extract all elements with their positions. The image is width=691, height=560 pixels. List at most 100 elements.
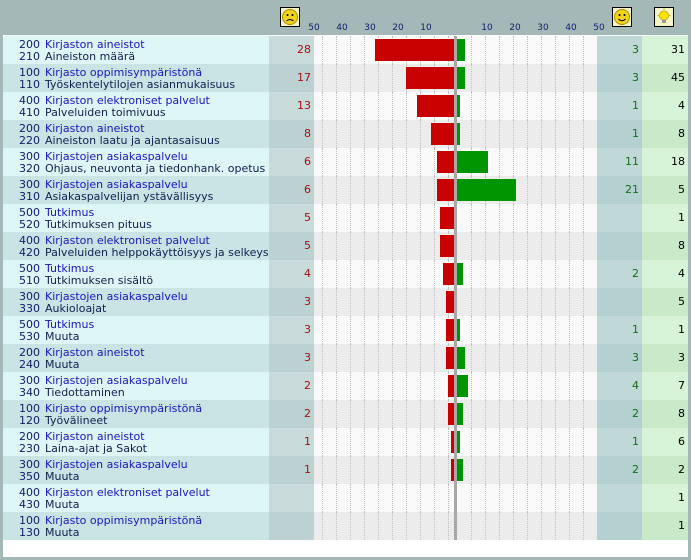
lightbulb-icon (654, 7, 674, 27)
neg-scale-label: 30 (364, 23, 376, 33)
gridline (499, 512, 501, 540)
gridline (378, 484, 380, 512)
category-link[interactable]: Tutkimus (45, 206, 95, 219)
category-link[interactable]: Kirjaston aineistot (45, 122, 145, 135)
gridline (336, 288, 338, 316)
gridline (322, 204, 324, 232)
category-link[interactable]: Kirjastojen asiakaspalvelu (45, 290, 188, 303)
gridline (392, 512, 394, 540)
category-link[interactable]: Kirjaston aineistot (45, 430, 145, 443)
category-link[interactable]: Kirjastojen asiakaspalvelu (45, 374, 188, 387)
gridline (434, 148, 436, 176)
category-code: 400 (19, 94, 40, 107)
gridline (406, 120, 408, 148)
gridline (434, 344, 436, 372)
category-link[interactable]: Tutkimus (45, 262, 95, 275)
gridline (583, 428, 585, 456)
gridline (406, 512, 408, 540)
zero-axis (454, 36, 457, 64)
subcategory-code: 530 (19, 330, 40, 343)
category-link[interactable]: Kirjaston aineistot (45, 346, 145, 359)
row-label: 300 Kirjastojen asiakaspalvelu 350 Muuta (3, 456, 269, 484)
zero-axis (454, 148, 457, 176)
gridline (322, 456, 324, 484)
gridline (513, 148, 515, 176)
gridline (322, 36, 324, 64)
gridline (434, 176, 436, 204)
gridline (569, 316, 571, 344)
category-code: 300 (19, 458, 40, 471)
subcategory-text: Laina-ajat ja Sakot (45, 442, 147, 455)
gridline (485, 372, 487, 400)
gridline (555, 512, 557, 540)
table-row: 200 Kirjaston aineistot 220 Aineiston laatu… (3, 120, 688, 148)
subcategory-text: Aineiston määrä (45, 50, 136, 63)
gridline (406, 428, 408, 456)
subcategory-text: Tutkimuksen pituus (45, 218, 152, 231)
gridline (527, 484, 529, 512)
negative-bar (442, 263, 454, 285)
row-label: 100 Kirjasto oppimisympäristönä 120 Työväli… (3, 400, 269, 428)
gridline (392, 484, 394, 512)
zero-axis (454, 512, 457, 540)
gridline (527, 400, 529, 428)
gridline (378, 176, 380, 204)
table-row: 200 Kirjaston aineistot 240 Muuta 3 3 3 (3, 344, 688, 372)
gridline (420, 120, 422, 148)
category-link[interactable]: Kirjaston elektroniset palvelut (45, 486, 210, 499)
positive-bar (457, 375, 469, 397)
category-link[interactable]: Kirjaston elektroniset palvelut (45, 94, 210, 107)
negative-count: 28 (269, 36, 314, 64)
gridline (420, 456, 422, 484)
happy-face-icon (612, 7, 632, 27)
neg-scale-label: 10 (420, 23, 432, 33)
negative-count: 5 (269, 204, 314, 232)
negative-count: 4 (269, 260, 314, 288)
gridline (364, 484, 366, 512)
category-link[interactable]: Kirjastojen asiakaspalvelu (45, 178, 188, 191)
category-link[interactable]: Kirjastojen asiakaspalvelu (45, 458, 188, 471)
gridline (541, 92, 543, 120)
subcategory-text: Muuta (45, 498, 80, 511)
category-link[interactable]: Kirjasto oppimisympäristönä (45, 66, 203, 79)
category-link[interactable]: Kirjaston aineistot (45, 38, 145, 51)
category-link[interactable]: Kirjasto oppimisympäristönä (45, 402, 203, 415)
category-link[interactable]: Tutkimus (45, 318, 95, 331)
positive-count: 1 (597, 316, 642, 344)
gridline (555, 484, 557, 512)
idea-count: 5 (642, 288, 688, 316)
pos-scale-label: 40 (565, 23, 577, 33)
category-link[interactable]: Kirjasto oppimisympäristönä (45, 514, 203, 527)
gridline (499, 120, 501, 148)
subcategory-text: Ohjaus, neuvonta ja tiedonhank. opetus (45, 162, 266, 175)
gridline (364, 204, 366, 232)
gridline (583, 400, 585, 428)
gridline (569, 428, 571, 456)
category-link[interactable]: Kirjaston elektroniset palvelut (45, 234, 210, 247)
gridline (322, 316, 324, 344)
gridline (378, 120, 380, 148)
gridline (336, 344, 338, 372)
gridline (364, 92, 366, 120)
gridline (485, 36, 487, 64)
gridline (434, 288, 436, 316)
gridline (392, 316, 394, 344)
gridline (499, 92, 501, 120)
gridline (513, 428, 515, 456)
gridline (406, 260, 408, 288)
bar-area (314, 288, 597, 316)
gridline (471, 288, 473, 316)
subcategory-text: Palveluiden helppokäyttöisyys ja selkeys (45, 246, 269, 259)
subcategory-text: Tutkimuksen sisältö (45, 274, 154, 287)
negative-bar (439, 235, 454, 257)
gridline (485, 512, 487, 540)
gridline (583, 92, 585, 120)
gridline (350, 428, 352, 456)
gridline (569, 512, 571, 540)
gridline (499, 372, 501, 400)
gridline (364, 232, 366, 260)
gridline (583, 260, 585, 288)
gridline (420, 288, 422, 316)
category-link[interactable]: Kirjastojen asiakaspalvelu (45, 150, 188, 163)
idea-count: 18 (642, 148, 688, 176)
